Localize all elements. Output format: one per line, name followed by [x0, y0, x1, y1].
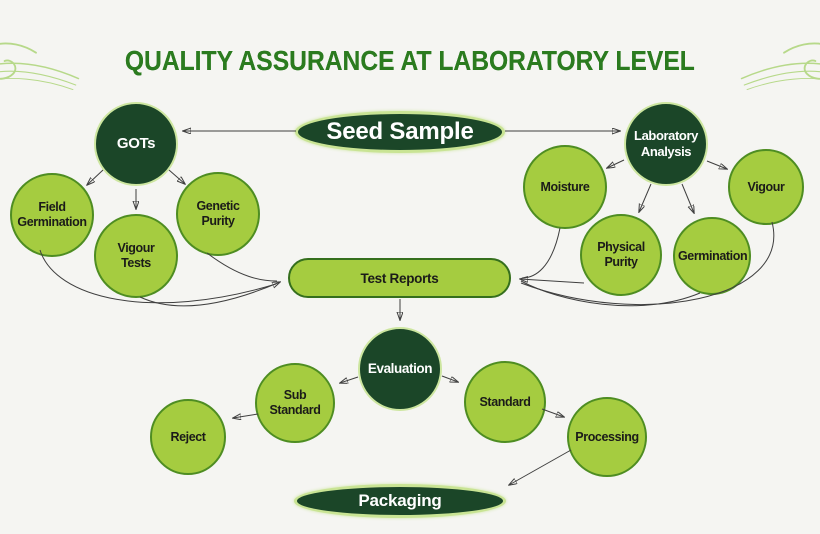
node-standard-label: Standard [479, 394, 531, 409]
node-laboratory-analysis-label: Laboratory Analysis [634, 128, 698, 159]
node-moisture-label: Moisture [540, 179, 590, 194]
node-processing: Processing [567, 397, 647, 477]
edge-genetic-to-reports [206, 252, 278, 282]
edge-lab-to-moisture [607, 159, 625, 168]
node-laboratory-analysis: Laboratory Analysis [624, 102, 708, 186]
node-field-germination-label: Field Germination [17, 200, 87, 229]
node-packaging: Packaging [294, 484, 506, 518]
node-seed-sample: Seed Sample [295, 111, 505, 153]
header: QUALITY ASSURANCE AT LABORATORY LEVEL [0, 30, 820, 92]
node-test-reports-label: Test Reports [360, 270, 439, 286]
node-vigour: Vigour [728, 149, 804, 225]
edge-moisture-to-reports [521, 227, 561, 279]
node-genetic-purity-label: Genetic Purity [196, 199, 240, 228]
node-physical-purity-label: Physical Purity [597, 240, 645, 269]
edge-processing-to-packaging [509, 449, 572, 485]
page-title: QUALITY ASSURANCE AT LABORATORY LEVEL [125, 45, 695, 76]
node-vigour-tests-label: Vigour Tests [117, 241, 155, 270]
edge-eval-to-sub-standard [340, 376, 359, 383]
edge-physical-to-reports [520, 279, 585, 284]
node-germination: Germination [673, 217, 751, 295]
edge-gots-to-field-germ [87, 169, 104, 185]
edge-lab-to-vigour [706, 160, 727, 169]
edge-lab-to-germination [681, 183, 694, 213]
node-physical-purity: Physical Purity [580, 214, 662, 296]
node-sub-standard-label: Sub Standard [269, 388, 321, 417]
node-test-reports: Test Reports [288, 258, 511, 298]
edge-eval-to-standard [441, 375, 458, 382]
node-gots-label: GOTs [116, 135, 156, 152]
node-seed-sample-label: Seed Sample [326, 118, 474, 145]
node-genetic-purity: Genetic Purity [176, 172, 260, 256]
node-vigour-label: Vigour [747, 179, 785, 194]
node-processing-label: Processing [575, 429, 639, 444]
node-sub-standard: Sub Standard [255, 363, 335, 443]
node-evaluation-label: Evaluation [367, 360, 433, 376]
node-moisture: Moisture [523, 145, 607, 229]
flourish-left-ornament [0, 42, 80, 90]
node-field-germination: Field Germination [10, 173, 94, 257]
node-vigour-tests: Vigour Tests [94, 214, 178, 298]
node-gots: GOTs [94, 102, 178, 186]
edge-gots-to-genetic-purity [168, 169, 185, 184]
node-reject-label: Reject [170, 429, 206, 444]
node-packaging-label: Packaging [358, 491, 442, 510]
node-reject: Reject [150, 399, 226, 475]
edge-standard-to-processing [541, 408, 564, 417]
edge-sub-standard-to-reject [233, 414, 259, 418]
node-standard: Standard [464, 361, 546, 443]
node-germination-label: Germination [677, 248, 748, 263]
flourish-right-ornament [740, 42, 820, 90]
edge-lab-to-physical-purity [639, 183, 652, 212]
node-evaluation: Evaluation [358, 327, 442, 411]
